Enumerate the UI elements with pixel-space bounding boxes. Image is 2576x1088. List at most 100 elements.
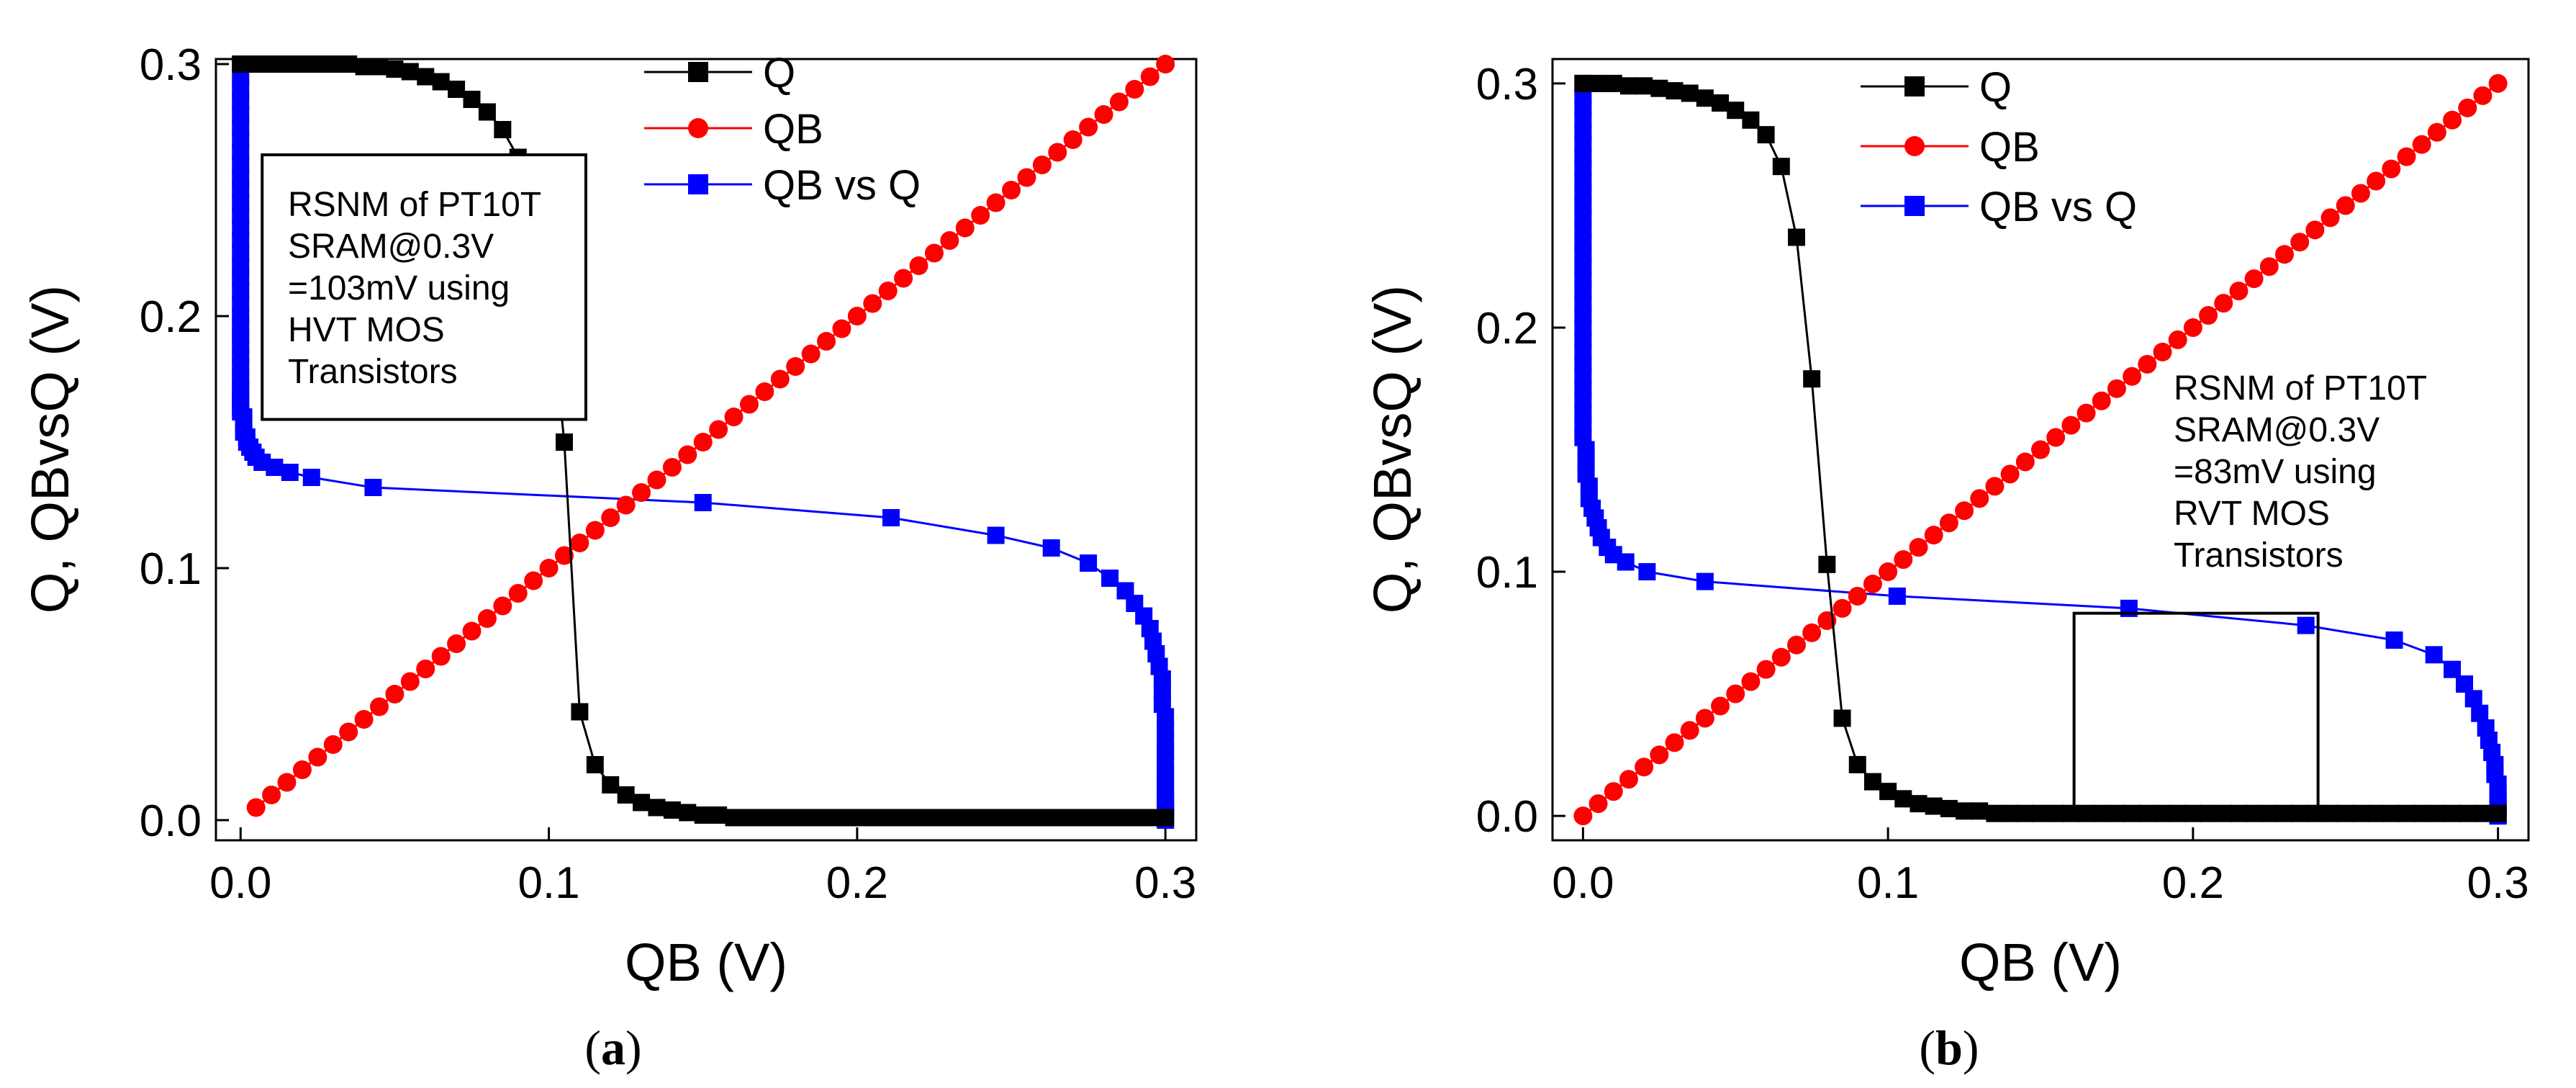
- panel-a-point-qb: [462, 621, 482, 641]
- panel-b-point-q: [2382, 804, 2400, 822]
- panel-a-point-q: [478, 103, 496, 121]
- panel-b-caption-open: (: [1919, 1020, 1935, 1075]
- panel-b-point-q: [1681, 84, 1699, 102]
- panel-a-point-qb: [647, 470, 666, 490]
- panel-b-legend: Q QB QB vs Q: [1861, 64, 2137, 230]
- legend-label-qb: QB: [763, 106, 823, 153]
- panel-b-point-q: [2245, 804, 2263, 822]
- panel-b-point-qb: [2015, 452, 2035, 472]
- panel-a-point-q: [1126, 809, 1144, 827]
- panel-b-point-qb: [1695, 709, 1714, 728]
- panel-a-point-q: [586, 756, 604, 773]
- panel-b-point-qb: [1879, 562, 1898, 582]
- legend-entry-qb-vs-q: QB vs Q: [644, 162, 921, 209]
- panel-a-point-qb: [1079, 117, 1098, 137]
- panel-a-point-qb: [863, 294, 882, 313]
- panel-b-y-tick-label-0: 0.0: [1476, 792, 1538, 842]
- panel-b-point-q: [1650, 79, 1668, 97]
- panel-a-point-q: [694, 806, 712, 824]
- panel-b-point-qb: [1802, 623, 1822, 642]
- legend-marker-qb: [688, 118, 708, 138]
- panel-a-point-qb: [1140, 67, 1160, 86]
- panel-a-point-qb: [339, 722, 358, 742]
- panel-b-caption-letter: b: [1935, 1020, 1963, 1075]
- panel-b-point-q: [2001, 804, 2019, 822]
- panel-a-y-ticks: [216, 63, 229, 822]
- panel-a-point-qb: [416, 660, 435, 678]
- panel-a-point-q: [1157, 809, 1175, 827]
- panel-b-point-qb: [2320, 208, 2340, 228]
- panel-b-point-qb: [2031, 440, 2050, 459]
- panel-a-point-q: [463, 91, 481, 108]
- panel-a-annotation-box: [261, 153, 587, 421]
- panel-a-point-q: [1033, 809, 1051, 827]
- panel-b-point-qb-vs-q: [1888, 587, 1906, 605]
- panel-b-point-qb: [2473, 86, 2493, 105]
- panel-a-point-q: [740, 809, 758, 827]
- panel-a-point-q: [448, 81, 466, 98]
- panel-b-point-qb: [1588, 794, 1608, 814]
- panel-b-plot-area: [1573, 73, 2508, 826]
- legend-entry-qb: QB: [644, 106, 823, 153]
- panel-a-y-tick-label-3: 0.3: [140, 40, 202, 90]
- panel-b-point-q: [1574, 74, 1592, 92]
- panel-b-point-qb: [1573, 806, 1593, 826]
- panel-a-point-qb: [909, 256, 928, 275]
- legend-entry-q: Q: [1861, 64, 2012, 111]
- panel-a-annotation-line-1: SRAM@0.3V: [288, 228, 494, 266]
- panel-a-point-q: [432, 73, 450, 91]
- panel-a-plot-frame: [214, 58, 1198, 842]
- panel-b-point-qb: [2336, 196, 2355, 215]
- panel-a-point-q: [987, 809, 1005, 827]
- panel-b-caption: (b): [1919, 1020, 1979, 1075]
- panel-a-point-q: [802, 809, 820, 827]
- panel-b-point-q: [2184, 804, 2202, 822]
- panel-b-point-q: [1772, 158, 1790, 176]
- panel-b-point-qb: [1832, 598, 1852, 618]
- panel-a-point-qb: [971, 206, 990, 225]
- panel-a-point-qb: [894, 269, 913, 288]
- panel-b-point-q: [2077, 804, 2095, 822]
- panel-b-point-q: [1742, 111, 1760, 129]
- panel-a-point-q: [648, 799, 666, 817]
- panel-a-point-qb: [786, 357, 805, 376]
- panel-b-point-q: [1635, 77, 1653, 95]
- panel-b-point-q: [1833, 709, 1851, 727]
- panel-b-point-qb: [2199, 306, 2218, 325]
- legend-label-q: Q: [763, 50, 795, 96]
- panel-b-point-qb: [2275, 245, 2294, 264]
- panel-a-point-q: [309, 55, 327, 73]
- panel-a-point-q: [771, 809, 789, 827]
- panel-a-point-qb: [354, 710, 374, 729]
- panel-b-point-q: [1727, 102, 1745, 120]
- panel-a-point-qb-vs-q: [1080, 554, 1098, 572]
- panel-a-point-q: [710, 806, 728, 824]
- panel-b-point-q: [2092, 804, 2110, 822]
- panel-a-point-qb-vs-q: [266, 459, 284, 476]
- panel-b-point-qb: [1711, 696, 1730, 716]
- panel-a-point-q: [617, 786, 635, 804]
- panel-a-point-qb: [493, 596, 512, 616]
- panel-a-point-q: [818, 809, 836, 827]
- panel-b-annotation-line-2: =83mV using: [2174, 453, 2377, 491]
- panel-b-point-qb: [2107, 379, 2126, 398]
- panel-b-point-q: [2459, 804, 2477, 822]
- panel-b-point-qb: [2367, 171, 2386, 191]
- panel-b-point-q: [2351, 804, 2369, 822]
- panel-a-point-q: [232, 55, 250, 73]
- panel-b-annotation-line-0: RSNM of PT10T: [2174, 369, 2427, 408]
- panel-b-rsnm-square: [2072, 611, 2320, 813]
- legend-label-q: Q: [1979, 64, 2012, 111]
- panel-a-point-q: [895, 809, 913, 827]
- panel-a-point-qb: [709, 420, 728, 439]
- panel-b-point-q: [2291, 804, 2309, 822]
- panel-b-point-q: [2306, 804, 2324, 822]
- panel-a-point-q: [401, 63, 419, 81]
- panel-a-point-qb: [1063, 130, 1083, 149]
- panel-a-point-qb: [955, 218, 975, 238]
- panel-b-y-tick-label-1: 0.1: [1476, 548, 1538, 598]
- panel-b-point-qb: [1909, 538, 1928, 557]
- panel-b-point-q: [2230, 804, 2248, 822]
- panel-a-point-qb: [508, 584, 528, 603]
